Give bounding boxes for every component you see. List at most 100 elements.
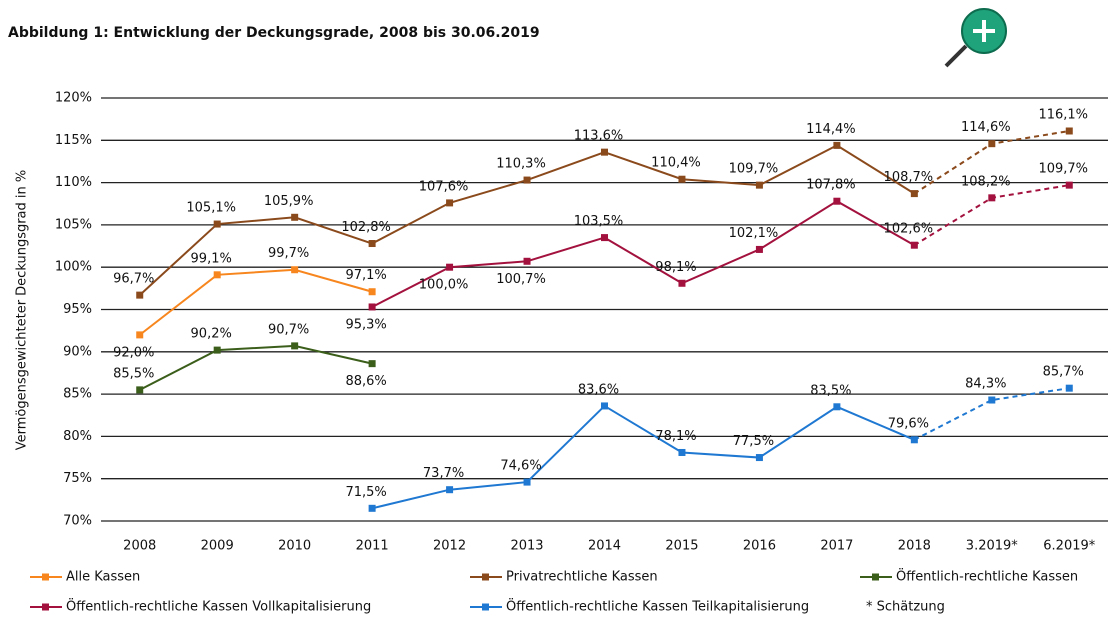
value-label: 85,7% [1043, 365, 1084, 380]
value-label: 108,7% [884, 170, 934, 185]
y-tick-label: 120% [55, 91, 92, 106]
legend-label: Alle Kassen [66, 570, 140, 585]
x-tick-label: 2011 [356, 539, 389, 554]
point [213, 271, 221, 279]
point [291, 213, 299, 221]
point [601, 402, 608, 410]
legend-note: * Schätzung [866, 600, 945, 615]
series-line [913, 184, 1070, 247]
y-tick-label: 105% [55, 217, 92, 232]
point [136, 331, 144, 339]
zoom-icon[interactable] [944, 8, 1007, 68]
value-label: 114,6% [961, 120, 1011, 135]
point [755, 181, 763, 189]
point [1065, 384, 1073, 392]
x-tick-label: 2014 [588, 539, 621, 554]
point [755, 454, 763, 462]
value-label: 83,6% [578, 382, 619, 397]
point [446, 486, 454, 494]
point [523, 478, 531, 486]
value-label: 109,7% [1038, 162, 1088, 177]
point [136, 386, 144, 394]
series-line [913, 387, 1070, 441]
value-label: 114,4% [806, 122, 856, 137]
value-label: 108,2% [961, 174, 1011, 189]
legend-swatch-marker [42, 603, 49, 611]
value-label: 90,2% [191, 327, 232, 342]
x-tick-label: 2012 [433, 539, 466, 554]
x-tick-label: 2015 [665, 539, 698, 554]
point [833, 141, 841, 149]
point [523, 257, 531, 265]
point [368, 288, 376, 296]
value-label: 79,6% [888, 416, 929, 431]
value-label: 105,9% [264, 194, 314, 209]
point [988, 396, 996, 404]
value-label: 102,1% [729, 226, 779, 241]
point [446, 199, 454, 207]
legend-swatch-marker [42, 573, 49, 581]
x-tick-label: 2010 [278, 539, 311, 554]
point [988, 140, 996, 148]
point [910, 190, 918, 198]
value-label: 96,7% [113, 272, 154, 287]
legend-label: Öffentlich-rechtliche Kassen Vollkapital… [66, 598, 371, 615]
value-label: 71,5% [345, 485, 386, 500]
value-label: 98,1% [655, 260, 696, 275]
point [291, 342, 299, 350]
value-label: 113,6% [574, 129, 624, 144]
value-label: 74,6% [500, 459, 541, 474]
y-tick-label: 80% [63, 429, 92, 444]
x-tick-label: 2016 [743, 539, 776, 554]
point [368, 504, 376, 512]
point [368, 360, 376, 368]
legend-swatch-marker [872, 573, 879, 581]
y-tick-label: 100% [55, 260, 92, 275]
point [678, 448, 686, 456]
point [1065, 127, 1073, 135]
value-label: 85,5% [113, 366, 154, 381]
y-tick-label: 75% [63, 471, 92, 486]
point [368, 240, 376, 248]
series-line [139, 268, 373, 336]
value-label: 77,5% [733, 434, 774, 449]
x-tick-label: 2018 [898, 539, 931, 554]
value-label: 107,6% [419, 179, 469, 194]
point [136, 291, 144, 299]
x-tick-label: 2013 [510, 539, 543, 554]
y-tick-label: 95% [63, 302, 92, 317]
point [213, 346, 221, 354]
point [833, 403, 841, 411]
legend-label: Öffentlich-rechtliche Kassen Teilkapital… [506, 598, 809, 615]
value-label: 97,1% [345, 268, 386, 283]
y-tick-label: 85% [63, 387, 92, 402]
legend-label: Öffentlich-rechtliche Kassen [896, 568, 1078, 585]
y-tick-label: 115% [55, 133, 92, 148]
series-line [139, 344, 373, 391]
legend-swatch-marker [482, 573, 489, 581]
legend-swatch-marker [482, 603, 489, 611]
chart-title: Abbildung 1: Entwicklung der Deckungsgra… [8, 25, 540, 41]
point [368, 303, 376, 311]
point [988, 194, 996, 202]
value-label: 110,4% [651, 156, 701, 171]
value-label: 102,6% [884, 222, 934, 237]
point [523, 176, 531, 184]
value-label: 105,1% [186, 201, 236, 216]
point [601, 148, 608, 156]
x-tick-label: 3.2019* [966, 539, 1018, 554]
value-label: 109,7% [729, 162, 779, 177]
x-tick-label: 2009 [201, 539, 234, 554]
point [678, 175, 686, 183]
legend-label: Privatrechtliche Kassen [506, 570, 658, 585]
value-label: 102,8% [341, 220, 391, 235]
value-label: 90,7% [268, 322, 309, 337]
value-label: 73,7% [423, 466, 464, 481]
series-line [371, 404, 915, 510]
y-tick-label: 70% [63, 514, 92, 529]
value-label: 88,6% [345, 374, 386, 389]
point [910, 436, 918, 444]
point [601, 234, 608, 242]
y-tick-label: 90% [63, 344, 92, 359]
